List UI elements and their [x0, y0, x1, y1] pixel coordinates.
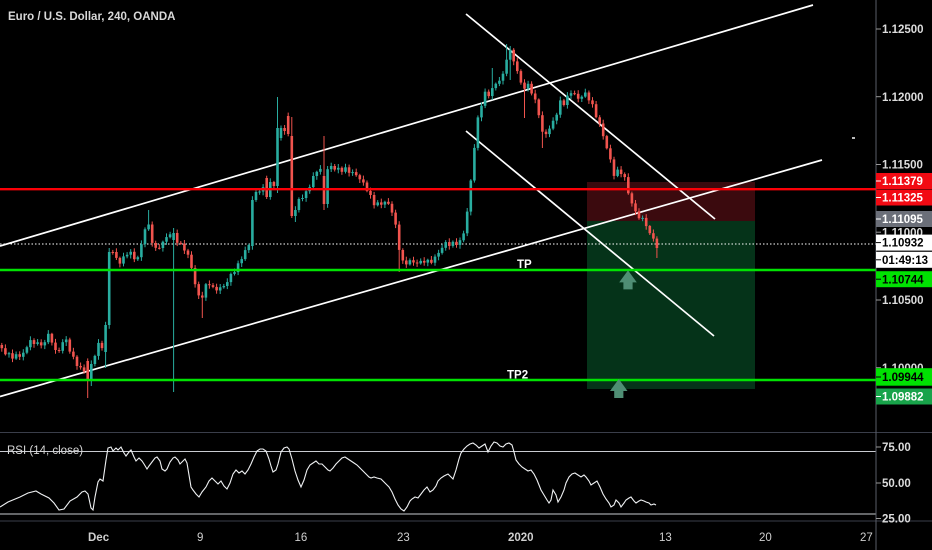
svg-text:1.11095: 1.11095: [882, 214, 924, 226]
svg-text:50.00: 50.00: [882, 478, 911, 490]
svg-text:1.10932: 1.10932: [882, 238, 924, 250]
svg-text:RSI (14, close): RSI (14, close): [7, 445, 83, 457]
svg-text:Euro / U.S. Dollar, 240, OANDA: Euro / U.S. Dollar, 240, OANDA: [8, 11, 175, 23]
svg-text:1.10500: 1.10500: [882, 295, 924, 307]
svg-text:9: 9: [197, 532, 203, 544]
svg-text:1.09882: 1.09882: [882, 392, 924, 404]
svg-text:1.09944: 1.09944: [882, 372, 924, 384]
svg-text:TP: TP: [517, 259, 532, 271]
svg-text:1.11379: 1.11379: [882, 176, 923, 188]
svg-text:1.11500: 1.11500: [882, 160, 923, 172]
svg-text:1.11325: 1.11325: [882, 193, 924, 205]
svg-text:1.12500: 1.12500: [882, 24, 924, 36]
svg-text:Dec: Dec: [88, 532, 110, 544]
svg-text:TP2: TP2: [507, 370, 528, 382]
svg-text:23: 23: [397, 532, 410, 544]
svg-text:01:49:13: 01:49:13: [882, 255, 928, 267]
svg-text:1.10744: 1.10744: [882, 274, 924, 286]
svg-text:75.00: 75.00: [882, 442, 911, 454]
svg-text:16: 16: [295, 532, 308, 544]
svg-text:1.12000: 1.12000: [882, 92, 924, 104]
svg-text:2020: 2020: [508, 532, 534, 544]
svg-text:13: 13: [659, 532, 672, 544]
svg-text:20: 20: [759, 532, 772, 544]
svg-text:25.00: 25.00: [882, 514, 911, 526]
svg-text:27: 27: [860, 532, 873, 544]
